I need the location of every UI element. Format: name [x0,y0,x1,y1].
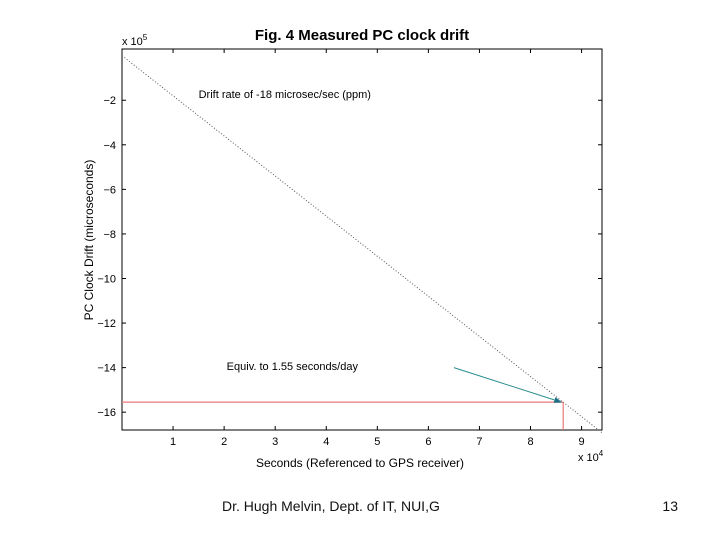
footer-text: Dr. Hugh Melvin, Dept. of IT, NUI,G [222,498,440,514]
x-tick-label: 5 [374,436,380,448]
annotation-equivalent: Equiv. to 1.55 seconds/day [227,361,359,373]
chart-title: Fig. 4 Measured PC clock drift [255,27,469,44]
y-multiplier: x 105 [122,33,148,48]
x-tick-label: 9 [579,436,585,448]
x-tick-label: 2 [221,436,227,448]
y-tick-label: −2 [103,95,116,107]
x-tick-label: 7 [476,436,482,448]
x-tick-label: 8 [527,436,533,448]
y-tick-label: −12 [97,318,116,330]
x-axis-label: Seconds (Referenced to GPS receiver) [256,456,464,470]
x-tick-label: 4 [323,436,329,448]
x-multiplier: x 104 [578,449,604,464]
y-tick-label: −4 [103,140,116,152]
x-tick-label: 6 [425,436,431,448]
y-tick-label: −14 [97,363,116,375]
y-tick-label: −10 [97,273,116,285]
y-tick-label: −16 [97,407,116,419]
slide-number: 13 [662,498,678,514]
y-tick-label: −6 [103,184,116,196]
drift-series-line [121,55,603,434]
annotation-arrow [453,367,563,403]
plot-frame [121,48,603,431]
x-tick-label: 1 [170,436,176,448]
y-axis-label: PC Clock Drift (microseconds) [82,160,96,321]
y-tick-label: −8 [103,229,116,241]
annotation-drift-rate: Drift rate of -18 microsec/sec (ppm) [199,89,371,101]
x-tick-label: 3 [272,436,278,448]
